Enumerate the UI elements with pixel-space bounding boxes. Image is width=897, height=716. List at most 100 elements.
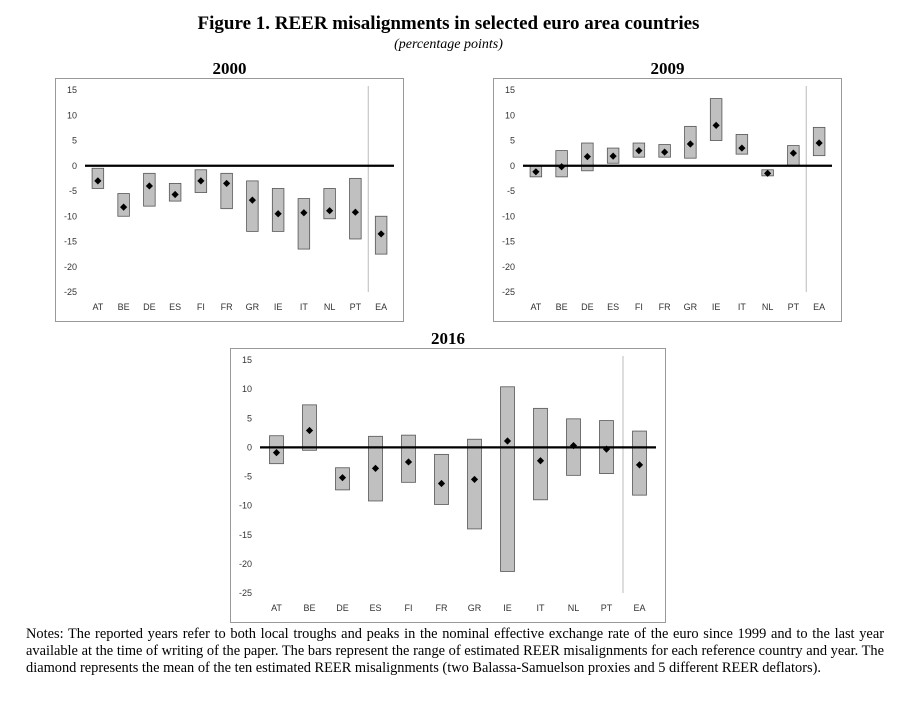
- y-tick-label: -10: [64, 211, 77, 221]
- mean-diamond-DE: [583, 153, 591, 161]
- y-tick-label: -15: [502, 237, 515, 247]
- mean-diamond-DE: [145, 182, 153, 190]
- panel-title-2016: 2016: [431, 329, 465, 348]
- x-tick-label-PT: PT: [788, 302, 800, 312]
- mean-diamond-ES: [371, 464, 380, 472]
- x-tick-label-NL: NL: [324, 302, 336, 312]
- y-tick-label: -15: [64, 237, 77, 247]
- mean-diamond-ES: [171, 190, 179, 199]
- x-tick-label-PT: PT: [601, 603, 613, 613]
- x-tick-label-IT: IT: [300, 302, 309, 312]
- mean-diamond-IT: [300, 209, 308, 217]
- mean-diamond-GR: [248, 196, 256, 204]
- x-tick-label-AT: AT: [92, 302, 103, 312]
- mean-diamond-IE: [712, 121, 720, 129]
- chart-2000: 15 10 5 0 -5 -10 -15 -20 -25 AT BE DE ES FI FR GR IE IT NL…: [55, 78, 404, 322]
- chart-svg-2000: 15 10 5 0 -5 -10 -15 -20 -25 AT BE DE ES FI FR GR IE IT NL…: [55, 78, 404, 322]
- x-tick-label-NL: NL: [568, 603, 580, 613]
- x-tick-label-GR: GR: [684, 302, 698, 312]
- x-tick-label-AT: AT: [271, 603, 282, 613]
- mean-diamond-NL: [764, 169, 772, 177]
- chart-svg-2009: 15 10 5 0 -5 -10 -15 -20 -25 AT BE DE ES FI FR GR IE IT NL…: [493, 78, 842, 322]
- y-tick-label: 0: [510, 161, 515, 171]
- y-tick-label: -25: [64, 287, 77, 297]
- mean-diamond-BE: [120, 203, 128, 211]
- mean-diamond-FI: [197, 177, 205, 185]
- mean-diamond-EA: [377, 230, 385, 238]
- y-tick-label: 5: [247, 413, 252, 423]
- y-tick-label: -25: [239, 588, 252, 598]
- x-tick-label-IE: IE: [712, 302, 721, 312]
- x-tick-label-DE: DE: [336, 603, 349, 613]
- mean-diamond-BE: [305, 426, 314, 435]
- figure-subtitle: (percentage points): [394, 37, 503, 52]
- x-tick-label-FR: FR: [221, 302, 233, 312]
- range-bar-FR: [220, 172, 233, 210]
- range-bar-IT: [735, 134, 749, 155]
- mean-diamond-GR: [470, 475, 479, 484]
- x-tick-label-EA: EA: [375, 302, 387, 312]
- y-tick-label: -5: [244, 472, 252, 482]
- y-tick-label: -5: [69, 186, 77, 196]
- mean-diamond-AT: [94, 177, 102, 185]
- mean-diamond-IT: [738, 144, 746, 152]
- mean-diamond-FR: [661, 148, 669, 156]
- y-tick-label: 5: [72, 136, 77, 146]
- figure-notes: Notes: The reported years refer to both …: [26, 626, 884, 677]
- x-tick-label-FR: FR: [659, 302, 671, 312]
- x-tick-label-EA: EA: [813, 302, 825, 312]
- x-tick-label-DE: DE: [143, 302, 156, 312]
- mean-diamond-ES: [609, 152, 617, 160]
- range-bar-IT: [297, 198, 311, 250]
- y-tick-label: 5: [510, 136, 515, 146]
- range-bar-NL: [323, 188, 336, 220]
- x-tick-label-EA: EA: [633, 603, 645, 613]
- mean-diamond-DE: [338, 474, 347, 482]
- x-tick-label-GR: GR: [246, 302, 260, 312]
- x-tick-label-IE: IE: [274, 302, 283, 312]
- x-tick-label-IE: IE: [503, 603, 512, 613]
- x-tick-label-ES: ES: [369, 603, 381, 613]
- chart-2016: 15 10 5 0 -5 -10 -15 -20 -25 AT BE DE ES FI FR GR IE IT NL…: [230, 348, 666, 623]
- y-tick-label: 10: [505, 110, 515, 120]
- y-tick-label: 0: [247, 442, 252, 452]
- x-tick-label-PT: PT: [350, 302, 362, 312]
- chart-svg-2016: 15 10 5 0 -5 -10 -15 -20 -25 AT BE DE ES FI FR GR IE IT NL…: [230, 348, 666, 623]
- mean-diamond-AT: [272, 449, 281, 457]
- x-tick-label-ES: ES: [169, 302, 181, 312]
- range-bar-GR: [467, 438, 482, 530]
- mean-diamond-FR: [437, 479, 446, 488]
- x-tick-label-IT: IT: [738, 302, 747, 312]
- y-tick-label: 10: [67, 110, 77, 120]
- x-tick-label-DE: DE: [581, 302, 594, 312]
- y-tick-label: 15: [67, 85, 77, 95]
- x-tick-label-GR: GR: [468, 603, 482, 613]
- mean-diamond-PT: [789, 149, 797, 157]
- panel-title-2009: 2009: [650, 59, 685, 78]
- x-tick-label-IT: IT: [537, 603, 546, 613]
- y-tick-label: 0: [72, 161, 77, 171]
- mean-diamond-FI: [404, 458, 413, 466]
- x-tick-label-BE: BE: [556, 302, 568, 312]
- range-bar-IT: [533, 407, 548, 501]
- chart-frame: [493, 78, 842, 322]
- y-tick-label: -5: [507, 186, 515, 196]
- x-tick-label-FI: FI: [405, 603, 413, 613]
- mean-diamond-NL: [569, 442, 578, 450]
- x-tick-label-AT: AT: [530, 302, 541, 312]
- mean-diamond-BE: [558, 163, 566, 171]
- mean-diamond-FR: [223, 179, 231, 188]
- range-bar-GR: [246, 180, 259, 232]
- range-bar-FR: [434, 453, 449, 505]
- range-bar-IE: [500, 386, 515, 572]
- x-tick-label-ES: ES: [607, 302, 619, 312]
- x-tick-label-NL: NL: [762, 302, 774, 312]
- y-tick-label: -20: [502, 262, 515, 272]
- y-tick-label: -10: [502, 211, 515, 221]
- chart-2009: 15 10 5 0 -5 -10 -15 -20 -25 AT BE DE ES FI FR GR IE IT NL…: [493, 78, 842, 322]
- x-tick-label-BE: BE: [303, 603, 315, 613]
- range-bar-IE: [709, 98, 723, 141]
- x-tick-label-FI: FI: [635, 302, 643, 312]
- mean-diamond-IE: [274, 210, 282, 218]
- figure-title: Figure 1. REER misalignments in selected…: [197, 13, 700, 34]
